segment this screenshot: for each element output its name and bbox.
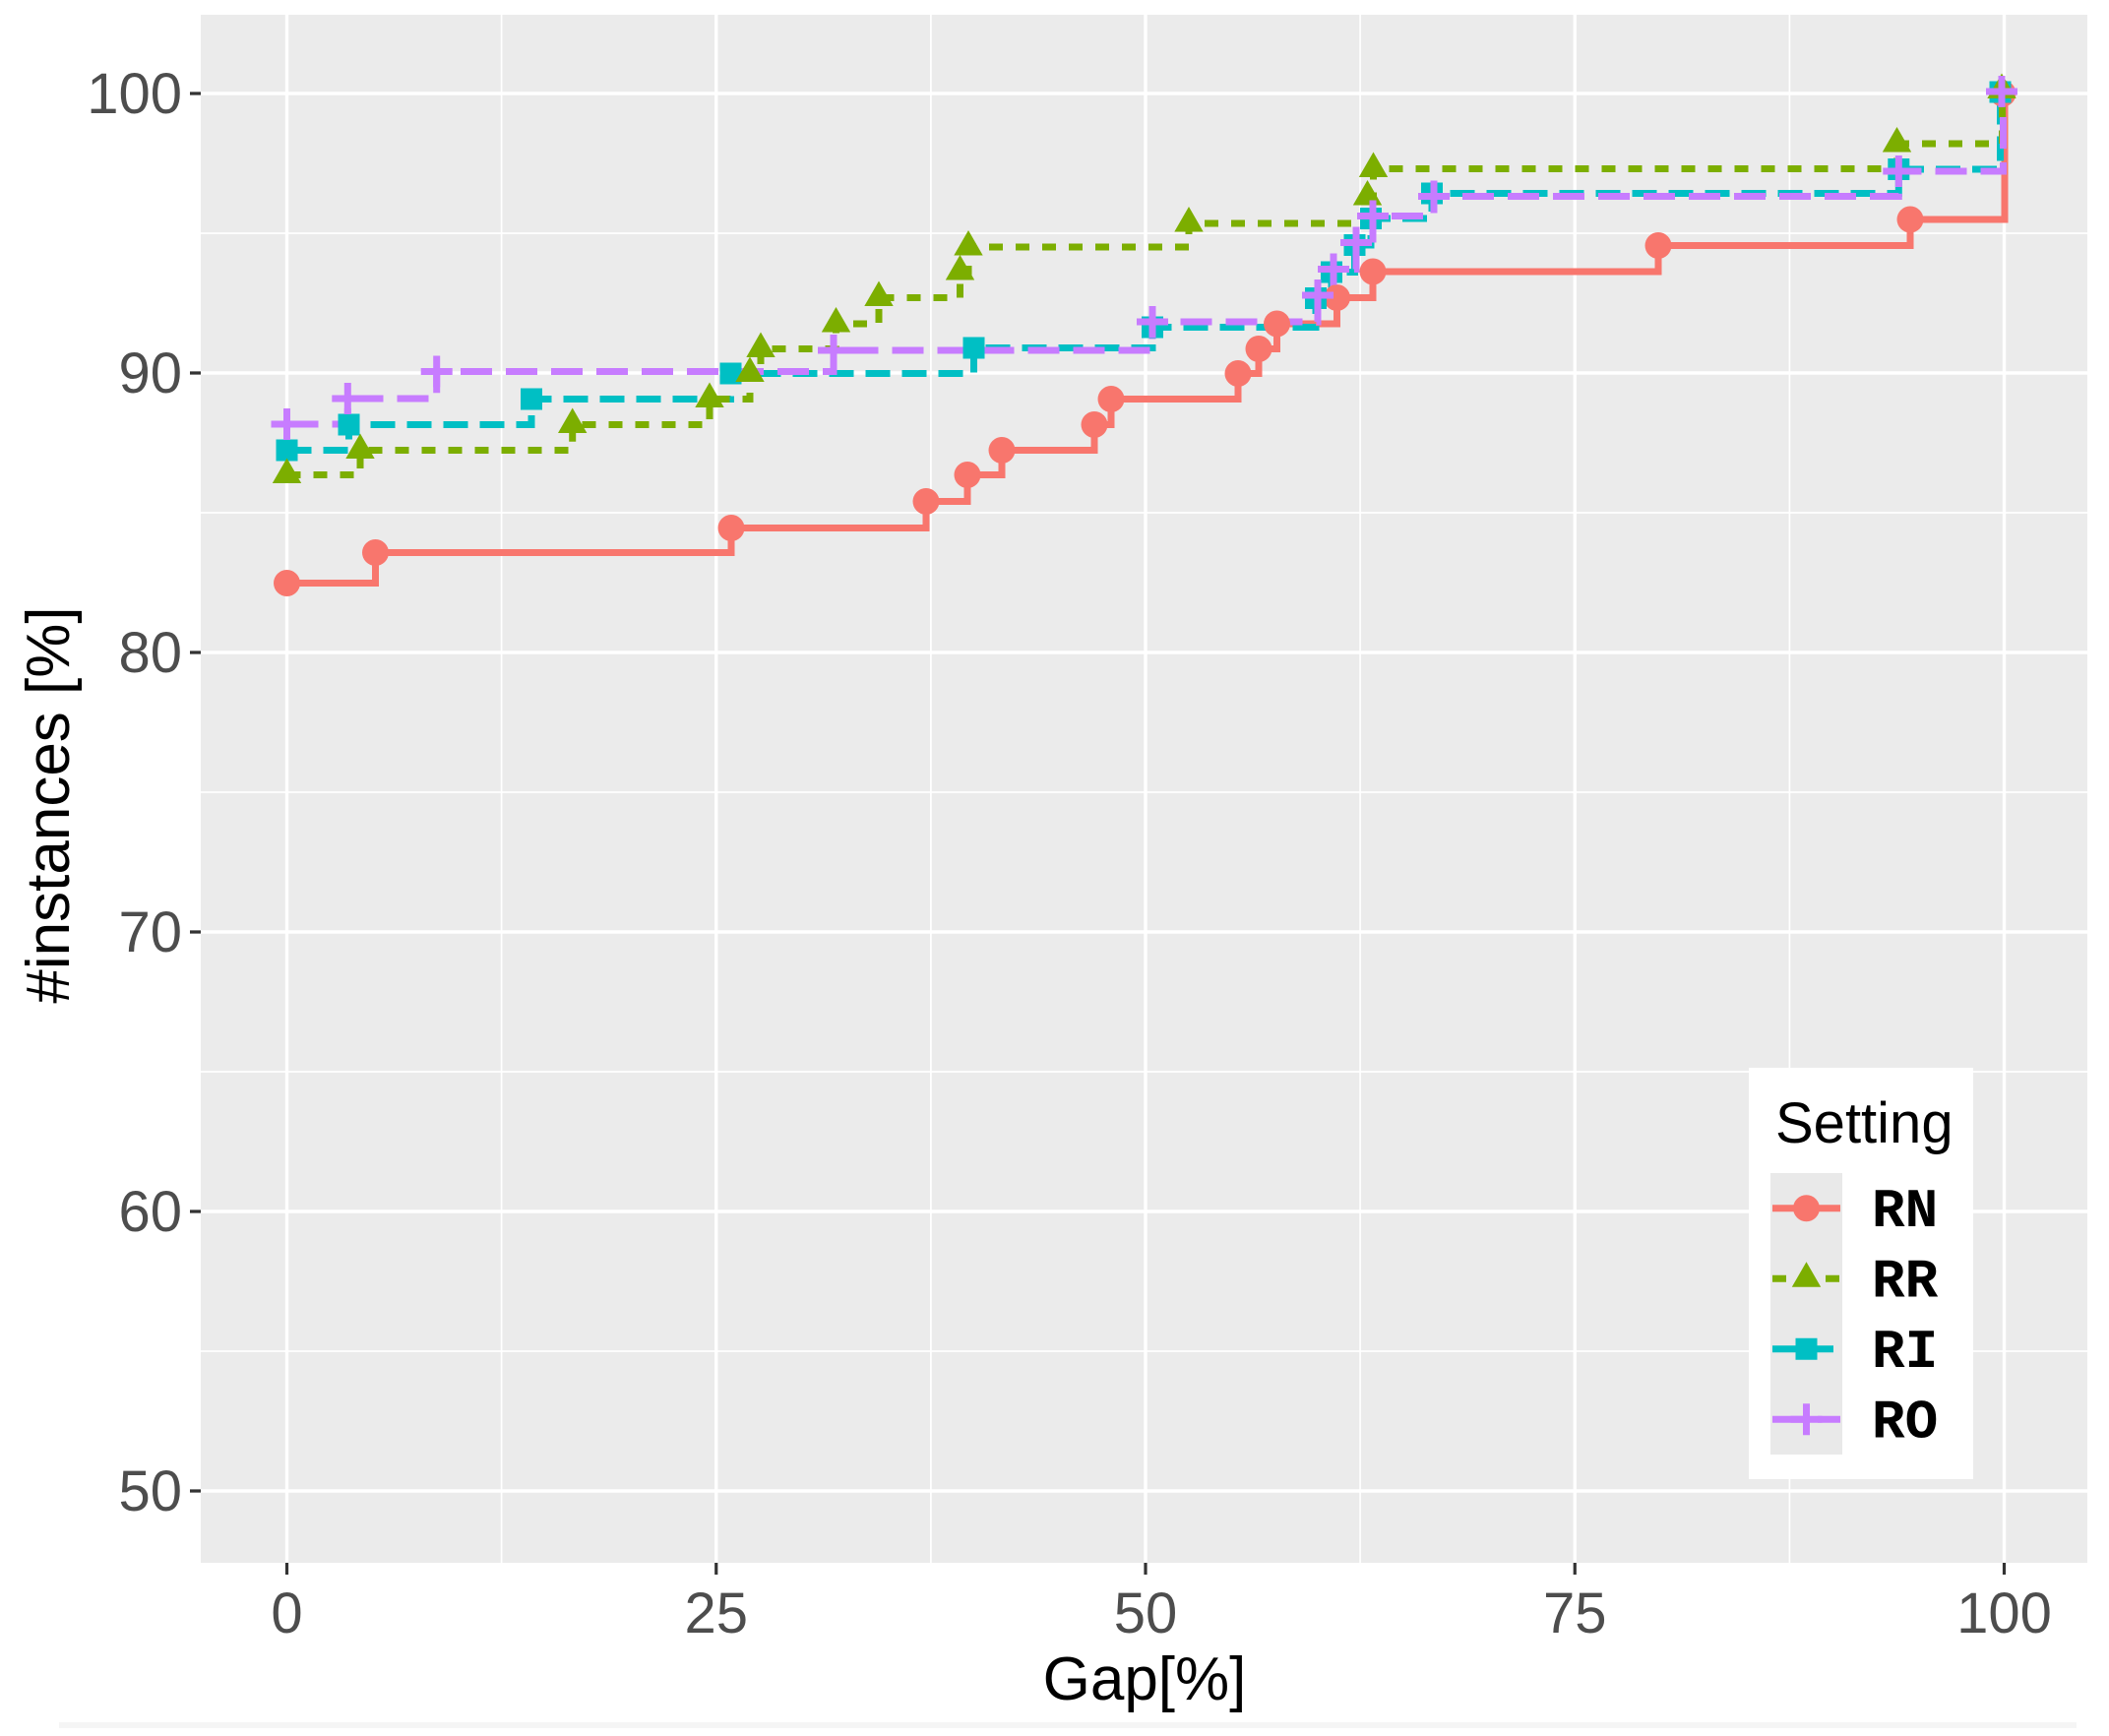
svg-text:Gap[%]: Gap[%] (1043, 1645, 1247, 1713)
svg-text:25: 25 (684, 1581, 748, 1645)
svg-text:Setting: Setting (1775, 1091, 1954, 1155)
svg-text:70: 70 (118, 900, 182, 964)
svg-text:RN: RN (1872, 1180, 1938, 1243)
svg-text:100: 100 (1956, 1581, 2052, 1645)
svg-text:0: 0 (271, 1581, 302, 1645)
svg-text:60: 60 (118, 1180, 182, 1244)
svg-text:90: 90 (118, 341, 182, 405)
svg-text:80: 80 (118, 621, 182, 685)
svg-text:50: 50 (118, 1459, 182, 1523)
svg-text:RI: RI (1872, 1321, 1938, 1384)
svg-text:RR: RR (1872, 1250, 1939, 1313)
svg-text:50: 50 (1114, 1581, 1178, 1645)
svg-text:75: 75 (1543, 1581, 1607, 1645)
svg-text:100: 100 (87, 62, 182, 126)
svg-text:#instances [%]: #instances [%] (15, 606, 83, 1003)
svg-text:RO: RO (1872, 1391, 1938, 1454)
